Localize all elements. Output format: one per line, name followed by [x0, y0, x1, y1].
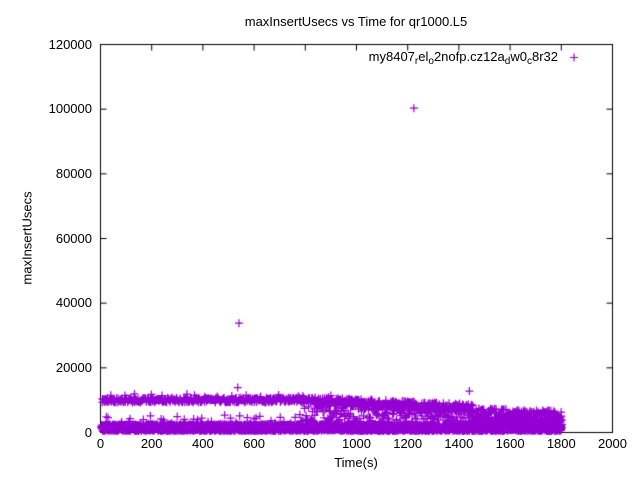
x-tick-label: 2000 [598, 436, 627, 451]
y-tick-label: 80000 [55, 165, 92, 181]
x-tick-label: 400 [192, 436, 214, 451]
y-tick-label: 0 [84, 424, 92, 440]
legend-entry: my8407relo2nofp.cz12adw0c8r32 [368, 49, 558, 67]
x-tick-label: 0 [96, 436, 105, 451]
y-tick-label: 60000 [55, 230, 92, 246]
x-tick-label: 600 [243, 436, 265, 451]
x-tick-label: 1000 [342, 436, 371, 451]
y-tick-label: 40000 [55, 295, 92, 311]
x-tick-label: 1200 [393, 436, 423, 451]
y-tick-label: 20000 [55, 359, 92, 375]
chart-title: maxInsertUsecs vs Time for qr1000.L5 [244, 14, 468, 29]
x-tick-label: 800 [294, 436, 317, 451]
x-axis-label: Time(s) [334, 455, 378, 470]
y-tick-label: 120000 [48, 36, 92, 52]
legend-series-name: my8407relo2nofp.cz12adw0c8r32 [368, 49, 558, 67]
y-tick-label: 100000 [48, 101, 92, 117]
x-tick-label: 200 [140, 436, 163, 451]
x-tick-label: 1800 [546, 436, 576, 451]
x-tick-label: 1600 [495, 436, 525, 451]
x-tick-label: 1400 [444, 436, 474, 451]
